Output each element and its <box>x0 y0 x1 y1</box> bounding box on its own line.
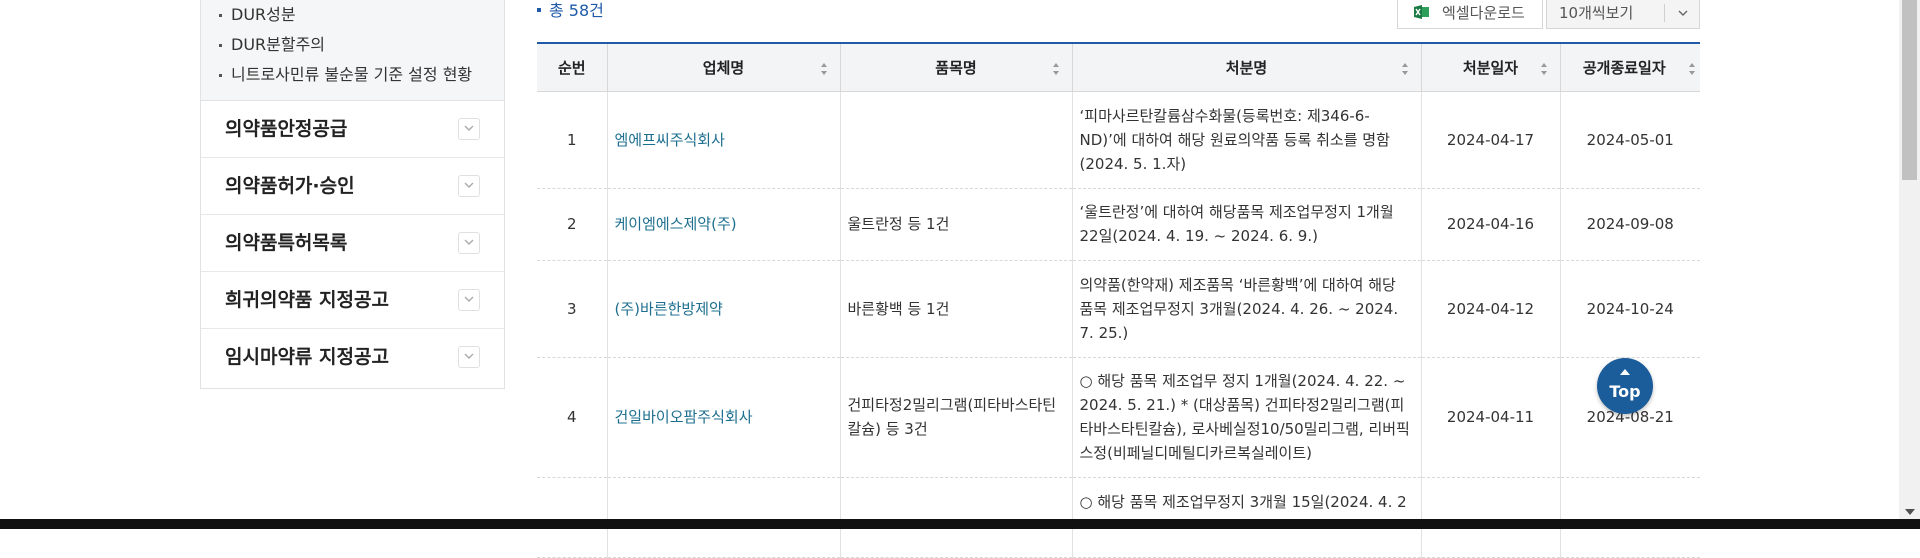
cell-action: ‘피마사르탄칼륨삼수화물(등록번호: 제346-6-ND)’에 대하여 해당 원… <box>1072 91 1422 189</box>
arrow-up-icon <box>1620 369 1630 375</box>
sidebar-item-patent[interactable]: 의약품특허목록 <box>201 215 504 272</box>
cell-end-date: 2024-05-01 <box>1560 91 1700 189</box>
excel-download-label: 엑셀다운로드 <box>1442 4 1525 22</box>
header-product[interactable]: 품목명 <box>840 42 1073 92</box>
cell-no: 2 <box>537 188 608 261</box>
header-date[interactable]: 처분일자 <box>1421 42 1561 92</box>
sort-icon[interactable] <box>1052 62 1060 76</box>
sort-icon[interactable] <box>1401 62 1409 76</box>
cell-end-date: 2024-10-24 <box>1560 260 1700 358</box>
sub-item-label: DUR성분 <box>231 5 296 24</box>
menu-label: 의약품허가·승인 <box>225 175 355 197</box>
sort-icon[interactable] <box>1540 62 1548 76</box>
excel-icon <box>1414 5 1429 19</box>
menu-label: 희귀의약품 지정공고 <box>225 289 389 311</box>
table-row: 1 엠에프씨주식회사 ‘피마사르탄칼륨삼수화물(등록번호: 제346-6-ND)… <box>537 91 1700 189</box>
chevron-down-icon[interactable] <box>458 346 480 368</box>
menu-label: 의약품안정공급 <box>225 118 348 140</box>
sidebar-item-orphan-drug[interactable]: 희귀의약품 지정공고 <box>201 272 504 329</box>
cell-date <box>1421 477 1561 558</box>
bullet-icon <box>537 7 541 12</box>
company-link[interactable]: 건일바이오팜주식회사 <box>607 357 841 478</box>
chevron-down-icon[interactable] <box>458 175 480 197</box>
cell-product <box>840 477 1073 558</box>
chevron-down-icon[interactable] <box>458 118 480 140</box>
bullet-icon <box>219 14 222 17</box>
scroll-down-arrow-icon[interactable] <box>1905 509 1915 515</box>
table-row: 3 (주)바른한방제약 바른황백 등 1건 의약품(한약재) 제조품목 ‘바른황… <box>537 260 1700 358</box>
per-page-label: 10개씩보기 <box>1559 4 1634 22</box>
cell-action: ○ 해당 품목 제조업무 정지 1개월(2024. 4. 22. ~ 2024.… <box>1072 357 1422 478</box>
excel-download-button[interactable]: 엑셀다운로드 <box>1397 0 1543 29</box>
company-link[interactable]: (주)바른한방제약 <box>607 260 841 358</box>
cell-date: 2024-04-11 <box>1421 357 1561 478</box>
sidebar-sub-list: DUR성분 DUR분할주의 니트로사민류 불순물 기준 설정 현황 <box>201 0 504 101</box>
cell-end-date <box>1560 477 1700 558</box>
sidebar-sub-item-nitrosamine[interactable]: 니트로사민류 불순물 기준 설정 현황 <box>201 60 504 90</box>
scrollbar-thumb[interactable] <box>1902 0 1917 180</box>
cell-no: 3 <box>537 260 608 358</box>
sidebar-sub-item-dur-split[interactable]: DUR분할주의 <box>201 30 504 60</box>
disposition-table: 순번 업체명 품목명 처분명 처분일자 공개종료일자 1 엠에프씨주식회사 ‘피… <box>537 42 1700 558</box>
sub-item-label: DUR분할주의 <box>231 35 326 54</box>
sort-icon[interactable] <box>1688 62 1696 76</box>
chevron-down-icon[interactable] <box>458 289 480 311</box>
sub-item-label: 니트로사민류 불순물 기준 설정 현황 <box>231 65 473 84</box>
cell-date: 2024-04-17 <box>1421 91 1561 189</box>
header-end-date[interactable]: 공개종료일자 <box>1560 42 1700 92</box>
per-page-select[interactable]: 10개씩보기 <box>1546 0 1700 29</box>
table-row: 2 케이엠에스제약(주) 울트란정 등 1건 ‘울트란정’에 대하여 해당품목 … <box>537 188 1700 261</box>
header-label: 처분일자 <box>1462 58 1519 77</box>
cell-no <box>537 477 608 558</box>
bullet-icon <box>219 74 222 77</box>
total-count-label: 총 58건 <box>549 1 604 20</box>
table-row: ○ 해당 품목 제조업무정지 3개월 15일(2024. 4. 2 <box>537 477 1700 558</box>
sidebar-item-approval[interactable]: 의약품허가·승인 <box>201 158 504 215</box>
company-link[interactable]: 케이엠에스제약(주) <box>607 188 841 261</box>
cell-date: 2024-04-16 <box>1421 188 1561 261</box>
header-no: 순번 <box>537 42 608 92</box>
bullet-icon <box>219 44 222 47</box>
cell-product: 바른황백 등 1건 <box>840 260 1073 358</box>
cell-product: 건피타정2밀리그램(피타바스타틴칼슘) 등 3건 <box>840 357 1073 478</box>
cell-no: 1 <box>537 91 608 189</box>
cell-product: 울트란정 등 1건 <box>840 188 1073 261</box>
sidebar-sub-item-dur-ingredient[interactable]: DUR성분 <box>201 0 504 30</box>
company-link[interactable]: 엠에프씨주식회사 <box>607 91 841 189</box>
total-count: 총 58건 <box>537 0 604 22</box>
header-action[interactable]: 처분명 <box>1072 42 1422 92</box>
cell-action: ‘울트란정’에 대하여 해당품목 제조업무정지 1개월 22일(2024. 4.… <box>1072 188 1422 261</box>
chevron-down-icon[interactable] <box>458 232 480 254</box>
header-label: 공개종료일자 <box>1582 58 1666 77</box>
cell-no: 4 <box>537 357 608 478</box>
sidebar: DUR성분 DUR분할주의 니트로사민류 불순물 기준 설정 현황 의약품안정공… <box>200 0 505 389</box>
header-label: 순번 <box>557 58 586 77</box>
cell-date: 2024-04-12 <box>1421 260 1561 358</box>
table-row: 4 건일바이오팜주식회사 건피타정2밀리그램(피타바스타틴칼슘) 등 3건 ○ … <box>537 357 1700 478</box>
scroll-top-label: Top <box>1609 382 1641 401</box>
scrollbar[interactable] <box>1899 0 1920 519</box>
header-label: 품목명 <box>935 58 977 77</box>
cell-product <box>840 91 1073 189</box>
sidebar-item-temp-narcotic[interactable]: 임시마약류 지정공고 <box>201 329 504 386</box>
chevron-down-icon <box>1678 10 1688 16</box>
header-label: 처분명 <box>1225 58 1268 77</box>
company-link[interactable] <box>607 477 841 558</box>
divider <box>1664 4 1665 22</box>
scroll-top-button[interactable]: Top <box>1597 358 1653 414</box>
cell-end-date: 2024-09-08 <box>1560 188 1700 261</box>
header-label: 업체명 <box>702 58 745 77</box>
window-bottom-edge <box>0 519 1920 529</box>
menu-label: 임시마약류 지정공고 <box>225 346 389 368</box>
cell-action: ○ 해당 품목 제조업무정지 3개월 15일(2024. 4. 2 <box>1072 477 1422 558</box>
sidebar-item-supply[interactable]: 의약품안정공급 <box>201 101 504 158</box>
header-company[interactable]: 업체명 <box>607 42 841 92</box>
cell-action: 의약품(한약재) 제조품목 ‘바른황백’에 대하여 해당 품목 제조업무정지 3… <box>1072 260 1422 358</box>
sort-icon[interactable] <box>820 62 828 76</box>
menu-label: 의약품특허목록 <box>225 232 348 254</box>
